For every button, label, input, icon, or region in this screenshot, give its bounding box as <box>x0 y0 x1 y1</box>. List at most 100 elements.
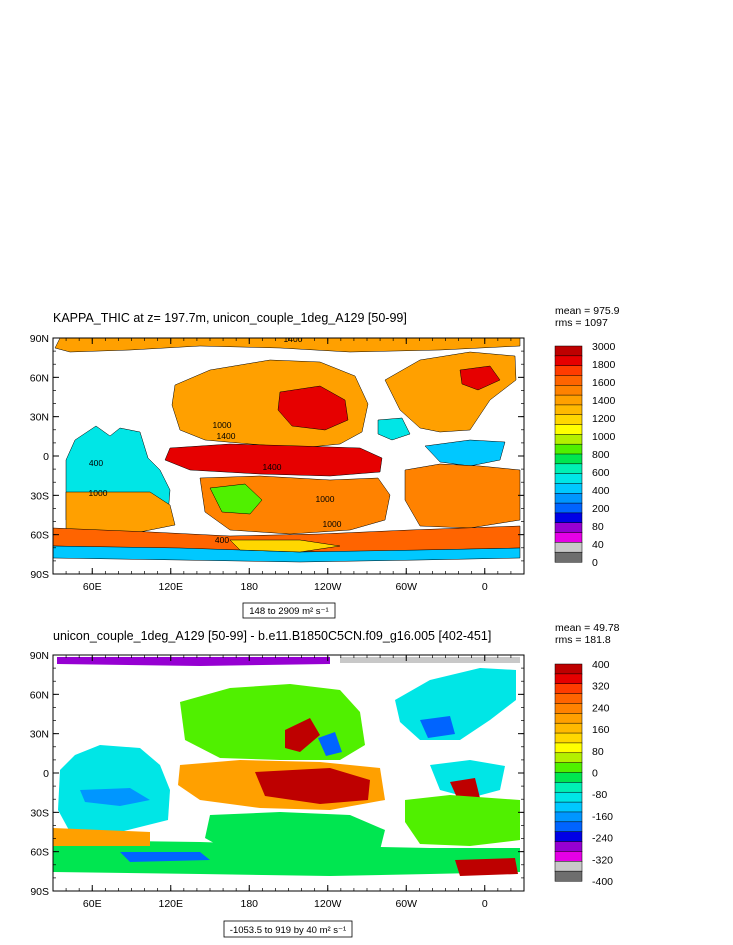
southern-ocean-orange <box>53 828 150 846</box>
y-tick-label: 30S <box>30 807 49 819</box>
y-tick-label: 60N <box>30 689 49 701</box>
panel-bottom-colorbar: 400 320 240 160 80 0 -80 -160 -240 -320 -400 <box>554 659 613 888</box>
x-tick-label: 60W <box>395 581 417 593</box>
colorbar-swatch <box>554 811 583 823</box>
colorbar-label: 400 <box>592 659 610 671</box>
colorbar-label: 240 <box>592 702 610 714</box>
colorbar-swatch <box>554 345 583 357</box>
colorbar-swatch <box>554 663 583 675</box>
colorbar-swatch <box>554 722 583 734</box>
equatorial-pacific <box>164 443 383 477</box>
y-tick-label: 60S <box>30 530 49 542</box>
colorbar-swatch <box>554 821 583 833</box>
colorbar-label: 40 <box>592 539 604 551</box>
panel-top-title: KAPPA_THIC at z= 197.7m, unicon_couple_1… <box>53 311 407 325</box>
colorbar-swatch <box>554 424 583 435</box>
colorbar-label: 1600 <box>592 377 616 389</box>
south-atlantic <box>404 463 521 529</box>
contour-label: 400 <box>215 535 229 545</box>
colorbar-swatch <box>554 404 583 416</box>
colorbar-label: 80 <box>592 746 604 758</box>
colorbar-swatch <box>554 463 583 475</box>
panel-bottom-mean: mean = 49.78 <box>555 622 620 634</box>
colorbar-label: 0 <box>592 557 598 569</box>
contour-label: 1400 <box>284 334 303 344</box>
colorbar-swatch <box>554 483 583 494</box>
panel-bottom-range-label: -1053.5 to 919 by 40 m² s⁻¹ <box>230 925 346 936</box>
colorbar-label: 320 <box>592 681 610 693</box>
colorbar-label: 400 <box>592 485 610 497</box>
colorbar-swatch <box>554 355 583 367</box>
colorbar-label: 200 <box>592 503 610 515</box>
north-pacific-blue <box>318 732 342 756</box>
y-tick-label: 90N <box>30 333 49 345</box>
contour-label: 1000 <box>323 519 342 529</box>
panel-top: KAPPA_THIC at z= 197.7m, unicon_couple_1… <box>30 305 620 619</box>
colorbar-label: 3000 <box>592 341 616 353</box>
colorbar-swatch <box>554 732 583 744</box>
contour-label: 1000 <box>89 488 108 498</box>
panel-bottom-ticks: 60E 120E 180 120W 60W 0 90N 60N 30N 0 30S 60S 90S <box>30 650 525 910</box>
north-pacific-diff <box>180 684 365 760</box>
colorbar-label: -80 <box>592 789 607 801</box>
y-tick-label: 90S <box>30 569 49 581</box>
tropical-atlantic <box>424 439 506 467</box>
colorbar-swatch <box>554 791 583 803</box>
contour-label: 1400 <box>217 431 236 441</box>
colorbar-swatch <box>554 512 583 524</box>
panel-bottom-rms: rms = 181.8 <box>555 634 611 646</box>
y-tick-label: 30S <box>30 490 49 502</box>
x-tick-label: 120E <box>158 581 183 593</box>
x-tick-label: 60E <box>83 898 102 910</box>
colorbar-swatch <box>554 365 583 377</box>
contour-label: 1400 <box>263 462 282 472</box>
panel-bottom: unicon_couple_1deg_A129 [50-99] - b.e11.… <box>30 622 620 938</box>
y-tick-label: 90S <box>30 886 49 898</box>
y-tick-label: 30N <box>30 729 49 741</box>
colorbar-swatch <box>554 493 583 504</box>
y-tick-label: 90N <box>30 650 49 662</box>
south-pacific-green <box>209 483 263 515</box>
southern-ocean-red <box>455 858 518 876</box>
x-tick-label: 120W <box>314 898 342 910</box>
x-tick-label: 0 <box>482 581 488 593</box>
colorbar-label: 1000 <box>592 431 616 443</box>
panel-top-range-label: 148 to 2909 m² s⁻¹ <box>249 606 328 617</box>
colorbar-label: 1800 <box>592 359 616 371</box>
equatorial-pacific-red <box>255 768 370 804</box>
colorbar-swatch <box>554 385 583 396</box>
colorbar-swatch <box>554 551 583 563</box>
x-tick-label: 60W <box>395 898 417 910</box>
southern-ocean-blue <box>120 852 210 862</box>
colorbar-swatch <box>554 542 583 553</box>
panel-bottom-map <box>53 655 524 891</box>
y-tick-label: 0 <box>43 451 49 463</box>
colorbar-swatch <box>554 375 583 386</box>
y-tick-label: 30N <box>30 412 49 424</box>
arctic-gray <box>340 657 520 663</box>
colorbar-swatch <box>554 532 583 543</box>
indian-ocean-south <box>65 491 176 533</box>
indian-ocean-blue <box>80 788 150 806</box>
colorbar-label: 1400 <box>592 395 616 407</box>
x-tick-label: 180 <box>240 898 258 910</box>
south-atlantic-diff <box>405 795 520 846</box>
x-tick-label: 120W <box>314 581 342 593</box>
contour-label: 400 <box>89 458 103 468</box>
colorbar-swatch <box>554 713 583 724</box>
colorbar-swatch <box>554 683 583 695</box>
north-atlantic-red <box>459 365 501 391</box>
panel-top-range-box <box>242 602 336 619</box>
x-tick-label: 60E <box>83 581 102 593</box>
north-pacific-core <box>277 385 349 431</box>
colorbar-swatch <box>554 742 583 754</box>
contour-label: 1000 <box>316 494 335 504</box>
colorbar-label: 600 <box>592 467 610 479</box>
colorbar-swatch <box>554 473 583 485</box>
colorbar-swatch <box>554 434 583 445</box>
colorbar-swatch <box>554 414 583 426</box>
x-tick-label: 180 <box>240 581 258 593</box>
